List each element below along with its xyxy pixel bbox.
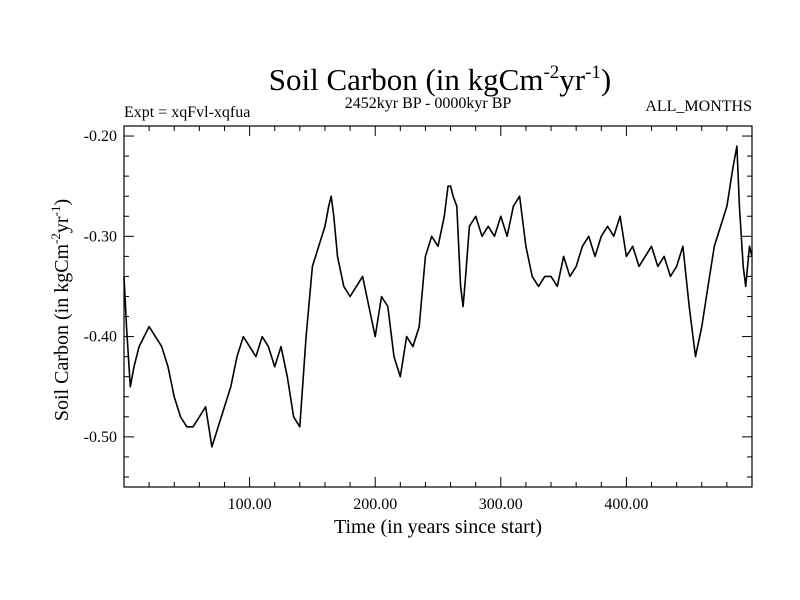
months-label: ALL_MONTHS [645,98,752,115]
experiment-label: Expt = xqFvl-xqfua [124,104,250,121]
chart-title: Soil Carbon (in kgCm-2yr-1) [269,62,612,97]
x-tick-label: 300.00 [479,496,523,513]
x-tick-label: 100.00 [228,496,272,513]
x-tick-label: 200.00 [353,496,397,513]
y-tick-label: -0.50 [84,429,117,446]
y-tick-label: -0.30 [84,228,117,245]
x-tick-label: 400.00 [604,496,648,513]
plot-frame [123,125,753,488]
y-tick-label: -0.40 [84,329,117,346]
x-axis-label: Time (in years since start) [334,516,542,538]
time-range-label: 2452kyr BP - 0000kyr BP [345,95,512,112]
y-axis-ticks: -0.50 -0.40 -0.30 -0.20 [84,128,752,478]
soil-carbon-series-line [123,145,753,448]
x-axis-ticks: 100.00 200.00 300.00 400.00 [148,126,728,513]
y-tick-label: -0.20 [84,128,117,145]
y-axis-label: Soil Carbon (in kgCm-2yr-1) [48,199,73,421]
